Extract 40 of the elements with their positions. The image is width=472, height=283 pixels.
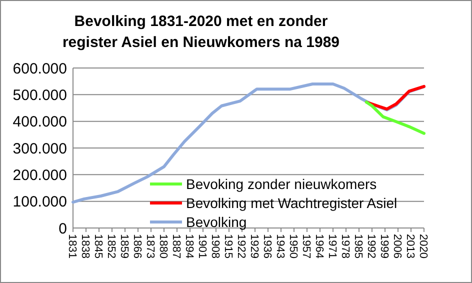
x-tick-label: 1950 [287,234,300,258]
x-tick-label: 1880 [157,234,170,258]
y-tick-label: 100.000 [12,194,67,211]
x-tick-label: 1845 [92,234,104,258]
x-tick-label: 1894 [183,234,196,258]
y-tick-label: 200.000 [12,166,67,184]
x-tick-label: 1859 [118,234,130,258]
y-tick-label: 500.000 [12,86,67,104]
y-tick-label: 300.000 [12,140,67,158]
x-tick-label: 1971 [326,234,338,258]
chart-title: Bevolking 1831-2020 met en zonder register Asiel en Nieuwkomers na 1989 [62,13,340,51]
x-tick-label: 1873 [144,234,156,258]
line-series [364,100,426,135]
x-tick-label: 1964 [313,234,326,258]
legend-label: Bevoking zonder nieuwkomers [186,176,377,192]
legend-label: Bevolking met Wachtregister Asiel [186,194,398,211]
x-tick-label: 1831 [66,234,78,258]
y-tick-label: 400.000 [12,114,67,131]
x-tick-label: 1957 [300,234,312,258]
x-tick-label: 1936 [261,234,274,258]
x-tick-label: 1908 [209,234,222,258]
y-tick-label: 0 [58,220,67,238]
x-tick-label: 1992 [365,234,378,258]
x-tick-label: 2006 [391,234,404,258]
x-tick-label: 1943 [274,234,286,258]
x-tick-label: 1922 [235,234,248,258]
x-tick-label: 1852 [105,234,118,258]
x-tick-label: 1999 [378,234,390,258]
x-tick-label: 1887 [170,234,182,258]
x-tick-label: 1985 [352,234,364,258]
y-tick-label: 600.000 [12,60,67,78]
legend-label: Bevolking [186,214,247,230]
x-tick-label: 1978 [339,234,352,258]
x-tick-label: 2013 [404,234,416,258]
x-tick-label: 1901 [196,234,208,258]
x-tick-label: 1866 [131,234,144,258]
x-tick-label: 1929 [248,234,260,258]
x-tick-label: 2020 [417,234,430,258]
x-tick-label: 1915 [222,234,234,258]
x-tick-label: 1838 [79,234,92,258]
